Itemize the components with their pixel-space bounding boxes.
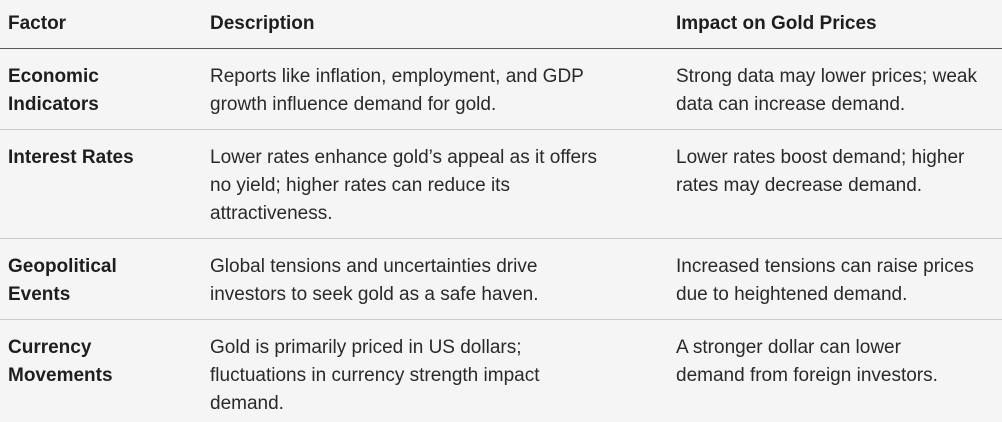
header-row: Factor Description Impact on Gold Prices bbox=[0, 0, 1002, 49]
factor-cell: Geopolitical Events bbox=[0, 238, 210, 320]
impact-text: Lower rates boost demand; higher rates m… bbox=[676, 147, 965, 196]
table-row: Interest Rates Lower rates enhance gold’… bbox=[0, 129, 1002, 239]
factor-text: Geopolitical Events bbox=[8, 256, 117, 305]
description-text: Global tensions and uncertainties drive … bbox=[210, 256, 539, 305]
table-row: Economic Indicators Reports like inflati… bbox=[0, 48, 1002, 130]
factor-cell: Currency Movements bbox=[0, 320, 210, 422]
factor-cell: Interest Rates bbox=[0, 129, 210, 239]
column-header-impact: Impact on Gold Prices bbox=[676, 0, 1002, 49]
description-text: Lower rates enhance gold’s appeal as it … bbox=[210, 147, 597, 224]
factor-text: Economic Indicators bbox=[8, 66, 99, 115]
table-row: Currency Movements Gold is primarily pri… bbox=[0, 320, 1002, 422]
table-body: Economic Indicators Reports like inflati… bbox=[0, 48, 1002, 422]
impact-cell: Increased tensions can raise prices due … bbox=[676, 238, 1002, 320]
factor-text: Interest Rates bbox=[8, 147, 134, 168]
impact-text: Strong data may lower prices; weak data … bbox=[676, 66, 977, 115]
description-cell: Gold is primarily priced in US dollars; … bbox=[210, 320, 676, 422]
impact-cell: Lower rates boost demand; higher rates m… bbox=[676, 129, 1002, 239]
column-header-description: Description bbox=[210, 0, 676, 49]
description-cell: Reports like inflation, employment, and … bbox=[210, 48, 676, 130]
factor-cell: Economic Indicators bbox=[0, 48, 210, 130]
table-row: Geopolitical Events Global tensions and … bbox=[0, 238, 1002, 320]
factor-text: Currency Movements bbox=[8, 337, 113, 386]
description-cell: Lower rates enhance gold’s appeal as it … bbox=[210, 129, 676, 239]
impact-cell: A stronger dollar can lower demand from … bbox=[676, 320, 1002, 422]
description-cell: Global tensions and uncertainties drive … bbox=[210, 238, 676, 320]
impact-cell: Strong data may lower prices; weak data … bbox=[676, 48, 1002, 130]
table-header: Factor Description Impact on Gold Prices bbox=[0, 0, 1002, 49]
description-text: Gold is primarily priced in US dollars; … bbox=[210, 337, 540, 414]
impact-text: A stronger dollar can lower demand from … bbox=[676, 337, 938, 386]
column-header-factor: Factor bbox=[0, 0, 210, 49]
impact-text: Increased tensions can raise prices due … bbox=[676, 256, 974, 305]
description-text: Reports like inflation, employment, and … bbox=[210, 66, 584, 115]
